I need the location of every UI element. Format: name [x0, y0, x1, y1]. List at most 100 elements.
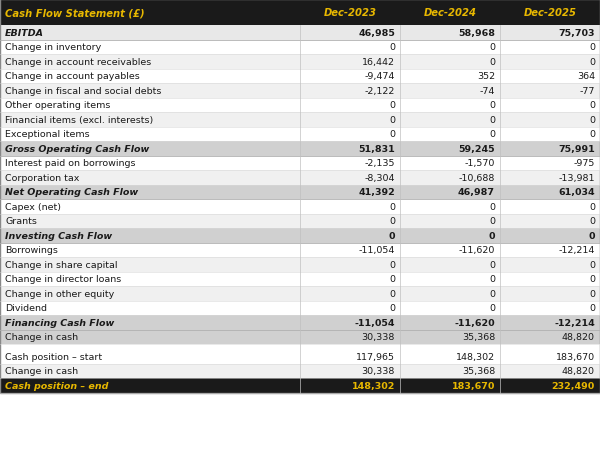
- Bar: [0, 364, 600, 378]
- Text: Dec-2024: Dec-2024: [424, 8, 476, 18]
- Text: 59,245: 59,245: [458, 144, 495, 153]
- Text: 0: 0: [389, 217, 395, 226]
- Text: 75,991: 75,991: [558, 144, 595, 153]
- Text: 0: 0: [389, 231, 395, 240]
- Bar: [0, 98, 600, 113]
- Text: 0: 0: [589, 58, 595, 66]
- Text: 183,670: 183,670: [452, 381, 495, 390]
- Bar: [0, 243, 600, 258]
- Text: Change in cash: Change in cash: [5, 333, 78, 342]
- Text: 364: 364: [577, 72, 595, 81]
- Bar: [0, 69, 600, 84]
- Text: 0: 0: [389, 289, 395, 298]
- Text: Dec-2025: Dec-2025: [523, 8, 577, 18]
- Text: 0: 0: [489, 202, 495, 211]
- Text: 0: 0: [389, 275, 395, 283]
- Text: Financial items (excl. interests): Financial items (excl. interests): [5, 116, 153, 125]
- Text: 0: 0: [589, 101, 595, 110]
- Text: 0: 0: [589, 202, 595, 211]
- Text: Change in share capital: Change in share capital: [5, 260, 118, 269]
- Bar: [0, 258, 600, 272]
- Text: 30,338: 30,338: [362, 333, 395, 342]
- Bar: [0, 214, 600, 228]
- Text: 0: 0: [389, 130, 395, 139]
- Bar: [0, 55, 600, 69]
- Bar: [0, 171, 600, 185]
- Bar: [0, 185, 600, 200]
- Text: EBITDA: EBITDA: [5, 29, 44, 38]
- Bar: [0, 286, 600, 301]
- Text: 41,392: 41,392: [358, 188, 395, 197]
- Text: Corporation tax: Corporation tax: [5, 173, 79, 182]
- Text: 148,302: 148,302: [456, 352, 495, 361]
- Bar: [0, 330, 600, 344]
- Text: 75,703: 75,703: [559, 29, 595, 38]
- Text: 0: 0: [389, 43, 395, 52]
- Bar: [0, 272, 600, 286]
- Text: Exceptional items: Exceptional items: [5, 130, 89, 139]
- Text: 0: 0: [489, 43, 495, 52]
- Text: 0: 0: [589, 217, 595, 226]
- Text: -1,570: -1,570: [464, 159, 495, 168]
- Text: Other operating items: Other operating items: [5, 101, 110, 110]
- Text: Cash position – start: Cash position – start: [5, 352, 102, 361]
- Text: 0: 0: [389, 202, 395, 211]
- Text: -8,304: -8,304: [365, 173, 395, 182]
- Text: Dividend: Dividend: [5, 303, 47, 313]
- Text: 0: 0: [389, 101, 395, 110]
- Text: -12,214: -12,214: [559, 246, 595, 255]
- Text: 0: 0: [589, 260, 595, 269]
- Text: Change in inventory: Change in inventory: [5, 43, 101, 52]
- Text: 0: 0: [389, 260, 395, 269]
- Text: Change in fiscal and social debts: Change in fiscal and social debts: [5, 86, 161, 96]
- Text: Capex (net): Capex (net): [5, 202, 61, 211]
- Text: Interest paid on borrowings: Interest paid on borrowings: [5, 159, 136, 168]
- Bar: [0, 0, 600, 26]
- Text: 0: 0: [489, 116, 495, 125]
- Text: 48,820: 48,820: [562, 333, 595, 342]
- Text: 16,442: 16,442: [362, 58, 395, 66]
- Text: 0: 0: [489, 289, 495, 298]
- Text: 61,034: 61,034: [559, 188, 595, 197]
- Text: 352: 352: [477, 72, 495, 81]
- Text: 30,338: 30,338: [362, 366, 395, 375]
- Bar: [0, 378, 600, 393]
- Text: 117,965: 117,965: [356, 352, 395, 361]
- Bar: [0, 349, 600, 364]
- Text: -11,620: -11,620: [458, 246, 495, 255]
- Text: Gross Operating Cash Flow: Gross Operating Cash Flow: [5, 144, 149, 153]
- Text: 46,987: 46,987: [458, 188, 495, 197]
- Bar: [0, 315, 600, 330]
- Text: 0: 0: [489, 303, 495, 313]
- Text: 0: 0: [489, 217, 495, 226]
- Text: -11,620: -11,620: [454, 318, 495, 327]
- Text: 232,490: 232,490: [552, 381, 595, 390]
- Bar: [0, 200, 600, 214]
- Bar: [0, 344, 600, 349]
- Bar: [0, 84, 600, 98]
- Text: Change in other equity: Change in other equity: [5, 289, 114, 298]
- Text: -2,135: -2,135: [365, 159, 395, 168]
- Bar: [0, 113, 600, 127]
- Text: 0: 0: [589, 231, 595, 240]
- Text: 148,302: 148,302: [352, 381, 395, 390]
- Text: 183,670: 183,670: [556, 352, 595, 361]
- Text: 51,831: 51,831: [358, 144, 395, 153]
- Text: -975: -975: [574, 159, 595, 168]
- Text: 0: 0: [589, 275, 595, 283]
- Bar: [0, 40, 600, 55]
- Text: 35,368: 35,368: [462, 366, 495, 375]
- Text: -77: -77: [580, 86, 595, 96]
- Bar: [0, 127, 600, 142]
- Text: Investing Cash Flow: Investing Cash Flow: [5, 231, 112, 240]
- Bar: [0, 142, 600, 156]
- Text: 0: 0: [489, 275, 495, 283]
- Text: 0: 0: [488, 231, 495, 240]
- Text: 46,985: 46,985: [358, 29, 395, 38]
- Text: Cash Flow Statement (£): Cash Flow Statement (£): [5, 8, 145, 18]
- Bar: [0, 228, 600, 243]
- Text: 0: 0: [489, 260, 495, 269]
- Text: Dec-2023: Dec-2023: [323, 8, 377, 18]
- Text: Net Operating Cash Flow: Net Operating Cash Flow: [5, 188, 138, 197]
- Text: Change in cash: Change in cash: [5, 366, 78, 375]
